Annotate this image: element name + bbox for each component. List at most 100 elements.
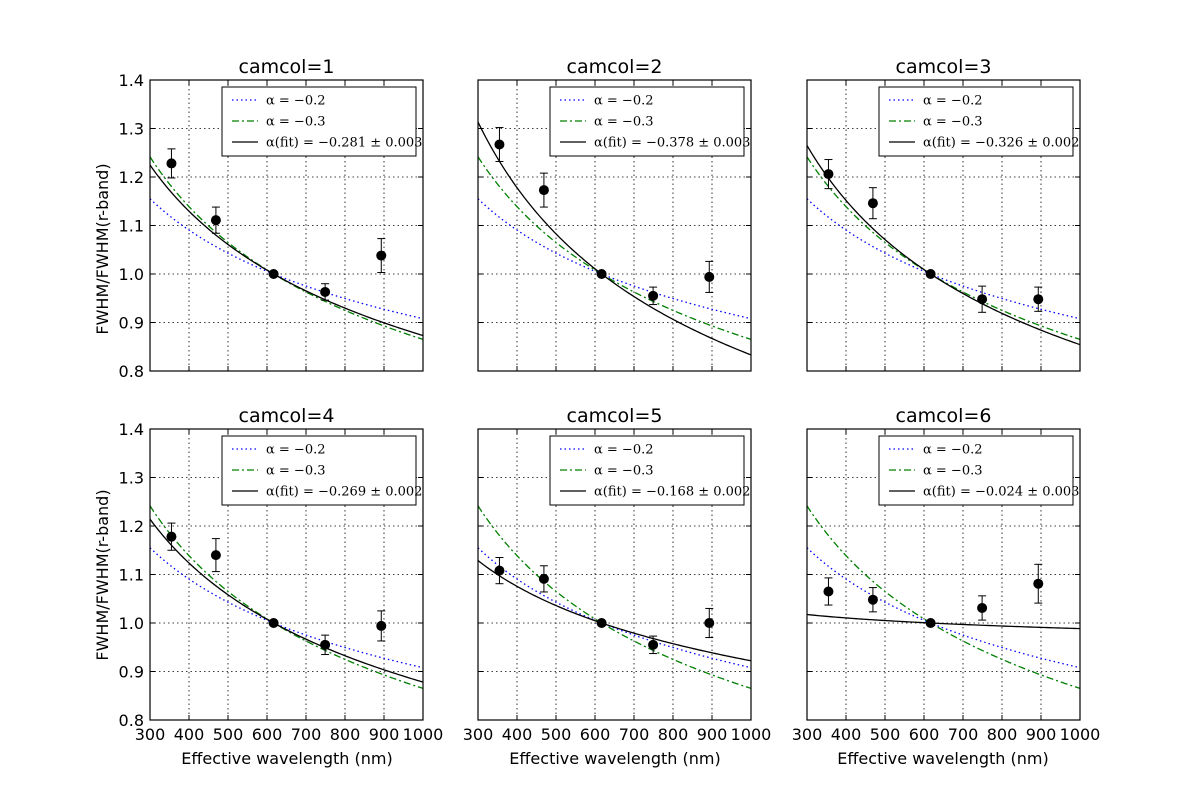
data-point	[648, 639, 659, 650]
legend-alpha-0.2-label: α = −0.2	[594, 94, 654, 109]
x-tick-label: 700	[619, 725, 650, 744]
legend-alpha-0.2-label: α = −0.2	[923, 443, 983, 458]
alpha-0.3-line	[150, 505, 423, 690]
panel-5: 300 400 500 600 700 800 900 1000 camcol=5 α = −0.…	[463, 405, 772, 744]
legend-box	[878, 435, 1074, 506]
data-point	[268, 269, 279, 279]
data-point	[538, 185, 549, 196]
data-point	[320, 639, 331, 650]
legend-box	[549, 435, 745, 506]
y-tick-label: 0.9	[119, 663, 144, 682]
alpha-0.2-line	[807, 547, 1080, 669]
x-tick-label: 400	[502, 725, 533, 744]
legend-alpha-0.2-label: α = −0.2	[266, 443, 326, 458]
panel-title: camcol=2	[567, 56, 663, 78]
y-tick-label: 0.8	[119, 362, 144, 381]
x-tick-label: 400	[174, 725, 205, 744]
data-point	[977, 602, 988, 613]
y-tick-label: 1.4	[119, 71, 144, 90]
data-point	[1033, 578, 1044, 589]
data-point	[538, 573, 549, 584]
panel-title: camcol=5	[567, 405, 663, 427]
legend-alpha-0.3-label: α = −0.3	[923, 115, 983, 130]
panel-4: 300 400 500 600 700 800 900 1000 0.8 0.9 1.0 1.1 1.2…	[119, 405, 444, 744]
legend-box	[878, 86, 1074, 157]
alpha-fit-line	[150, 164, 423, 337]
alpha-fit-line	[807, 613, 1080, 630]
legend-alpha-0.3-label: α = −0.3	[266, 115, 326, 130]
x-tick-label: 800	[330, 725, 361, 744]
y-tick-label: 0.9	[119, 314, 144, 333]
x-tick-label: 700	[291, 725, 322, 744]
y-tick-label: 1.3	[119, 120, 144, 139]
x-axis-label-3: Effective wavelength (nm)	[837, 749, 1048, 768]
data-point	[867, 594, 878, 605]
x-tick-label: 1000	[731, 725, 772, 744]
panel-2: camcol=2 α = −0.2 α = −0.3 α(fit) = −0.378 …	[477, 56, 752, 372]
alpha-0.3-line	[478, 156, 751, 341]
panel-title: camcol=1	[239, 56, 335, 78]
x-tick-label: 900	[369, 725, 400, 744]
data-point	[494, 565, 505, 576]
x-tick-label: 1000	[403, 725, 444, 744]
legend-alpha-fit-label: α(fit) = −0.024 ± 0.003	[923, 485, 1079, 500]
data-point	[210, 215, 221, 226]
panel-1: 0.8 0.9 1.0 1.1 1.2 1.3 1.4 camcol=1 α = −0.2 α =…	[119, 56, 424, 381]
x-tick-label: 500	[213, 725, 244, 744]
data-point	[376, 620, 387, 631]
legend-alpha-fit-label: α(fit) = −0.168 ± 0.002	[594, 485, 750, 500]
alpha-fit-line	[478, 560, 751, 662]
legend-alpha-fit-label: α(fit) = −0.326 ± 0.002	[923, 136, 1079, 151]
data-point	[704, 271, 715, 282]
y-tick-label: 1.3	[119, 469, 144, 488]
data-point	[166, 158, 177, 169]
alpha-fit-line	[807, 145, 1080, 346]
x-tick-label: 600	[909, 725, 940, 744]
data-point	[977, 294, 988, 305]
y-tick-label: 1.1	[119, 217, 144, 236]
x-tick-label: 400	[831, 725, 862, 744]
data-point	[925, 618, 936, 628]
legend-alpha-0.3-label: α = −0.3	[266, 464, 326, 479]
x-tick-label: 800	[658, 725, 689, 744]
alpha-0.3-line	[807, 505, 1080, 690]
legend-box	[221, 86, 417, 157]
data-point	[494, 139, 505, 150]
alpha-0.2-line	[478, 198, 751, 320]
data-point	[823, 169, 834, 180]
x-axis-label-2: Effective wavelength (nm)	[509, 749, 720, 768]
data-point	[823, 586, 834, 597]
x-tick-label: 800	[987, 725, 1018, 744]
y-tick-label: 1.1	[119, 566, 144, 585]
data-point	[925, 269, 936, 279]
legend-alpha-0.2-label: α = −0.2	[923, 94, 983, 109]
x-tick-label: 700	[948, 725, 979, 744]
x-tick-label: 500	[541, 725, 572, 744]
alpha-0.3-line	[478, 505, 751, 690]
data-point	[268, 618, 279, 628]
legend-alpha-fit-label: α(fit) = −0.378 ± 0.003	[594, 136, 750, 151]
x-tick-label: 900	[1026, 725, 1057, 744]
alpha-0.2-line	[478, 547, 751, 669]
panel-title: camcol=4	[239, 405, 335, 427]
legend-box	[221, 435, 417, 506]
x-tick-label: 1000	[1060, 725, 1101, 744]
y-tick-label: 1.0	[119, 614, 144, 633]
x-tick-label: 900	[697, 725, 728, 744]
y-tick-label: 1.2	[119, 168, 144, 187]
x-tick-label: 600	[580, 725, 611, 744]
y-axis-label-top: FWHM/FWHM(r-band)	[93, 163, 112, 334]
panel-title: camcol=3	[896, 56, 992, 78]
alpha-0.2-line	[150, 547, 423, 669]
alpha-fit-line	[478, 121, 751, 356]
alpha-0.3-line	[807, 156, 1080, 341]
x-axis-label-1: Effective wavelength (nm)	[181, 749, 392, 768]
data-point	[704, 618, 715, 628]
data-point	[596, 618, 607, 628]
panel-6: 300 400 500 600 700 800 900 1000 camcol=6 α = −0.…	[792, 405, 1101, 744]
x-tick-label: 300	[463, 725, 494, 744]
legend-alpha-0.3-label: α = −0.3	[594, 115, 654, 130]
y-axis-label-bottom: FWHM/FWHM(r-band)	[93, 489, 112, 660]
panel-3: camcol=3 α = −0.2 α = −0.3 α(fit) = −0.326 …	[806, 56, 1081, 372]
